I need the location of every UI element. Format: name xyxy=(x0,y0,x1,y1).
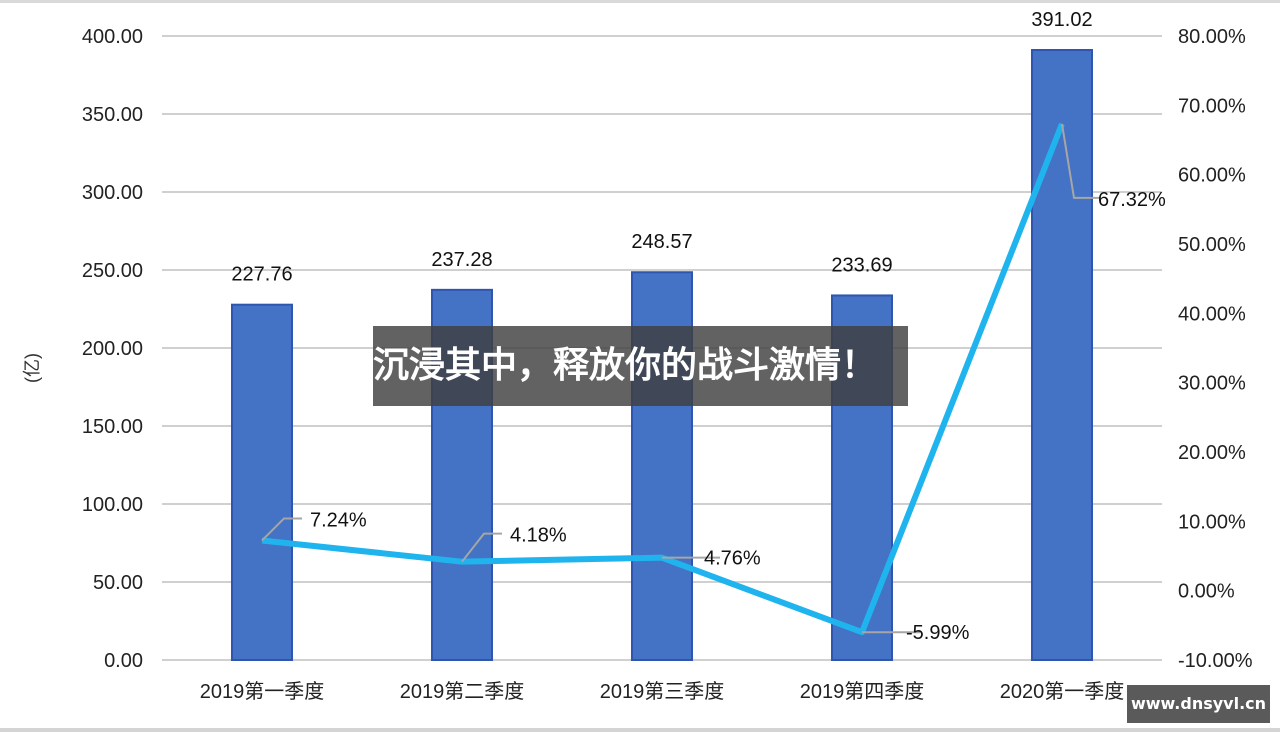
bar-value-label: 391.02 xyxy=(1031,9,1092,31)
leader-line xyxy=(461,532,502,563)
growth-value-label: -5.99% xyxy=(906,622,970,644)
category-label: 2019第一季度 xyxy=(200,680,325,703)
right-tick-label: 50.00% xyxy=(1178,234,1246,256)
left-tick-label: 250.00 xyxy=(82,260,143,282)
growth-value-label: 7.24% xyxy=(310,509,367,531)
right-tick-label: 20.00% xyxy=(1178,442,1246,464)
banner-text: 沉浸其中，释放你的战斗激情！ xyxy=(373,345,878,386)
x-axis: 2019第一季度 2019第二季度 2019第三季度 2019第四季度 2020第一季度 xyxy=(200,680,1125,703)
top-border xyxy=(0,0,1280,3)
leader-line xyxy=(261,517,302,542)
left-tick-label: 300.00 xyxy=(82,182,143,204)
left-tick-label: 350.00 xyxy=(82,104,143,126)
left-tick-label: 150.00 xyxy=(82,416,143,438)
bar xyxy=(1031,49,1093,662)
y-axis-label: (亿) xyxy=(22,353,42,383)
left-axis: 0.00 50.00 100.00 150.00 200.00 250.00 300.00 3… xyxy=(82,26,143,672)
growth-value-label: 4.76% xyxy=(704,548,761,570)
gridlines xyxy=(162,35,1162,661)
growth-value-label: 67.32% xyxy=(1098,189,1166,211)
bar-value-label: 237.28 xyxy=(431,249,492,271)
bottom-border xyxy=(0,728,1280,732)
right-tick-label: 70.00% xyxy=(1178,95,1246,117)
bar xyxy=(231,303,293,661)
leader-line xyxy=(1061,123,1100,199)
left-tick-label: 0.00 xyxy=(104,650,143,672)
left-tick-label: 400.00 xyxy=(82,26,143,48)
left-tick-label: 100.00 xyxy=(82,494,143,516)
category-label: 2019第四季度 xyxy=(800,680,925,703)
bar-value-label: 227.76 xyxy=(231,264,292,286)
left-tick-label: 200.00 xyxy=(82,338,143,360)
right-tick-label: 0.00% xyxy=(1178,581,1235,603)
right-axis: -10.00% 0.00% 10.00% 20.00% 30.00% 40.00% 50.0… xyxy=(1178,26,1253,672)
category-label: 2020第一季度 xyxy=(1000,680,1125,703)
right-tick-label: 30.00% xyxy=(1178,373,1246,395)
category-label: 2019第三季度 xyxy=(600,680,725,703)
right-tick-label: -10.00% xyxy=(1178,650,1253,672)
category-label: 2019第二季度 xyxy=(400,680,525,703)
watermark: www.dnsyvl.cn xyxy=(1127,685,1270,723)
right-tick-label: 10.00% xyxy=(1178,511,1246,533)
right-tick-label: 60.00% xyxy=(1178,165,1246,187)
bar-value-label: 248.57 xyxy=(631,231,692,253)
right-tick-label: 40.00% xyxy=(1178,303,1246,325)
left-tick-label: 50.00 xyxy=(93,572,143,594)
overlay-banner: 沉浸其中，释放你的战斗激情！ xyxy=(373,326,908,406)
right-tick-label: 80.00% xyxy=(1178,26,1246,48)
growth-value-label: 4.18% xyxy=(510,525,567,547)
bar-value-label: 233.69 xyxy=(831,254,892,276)
line-series: 7.24% 4.18% 4.76% -5.99% 67.32% xyxy=(261,122,1166,644)
